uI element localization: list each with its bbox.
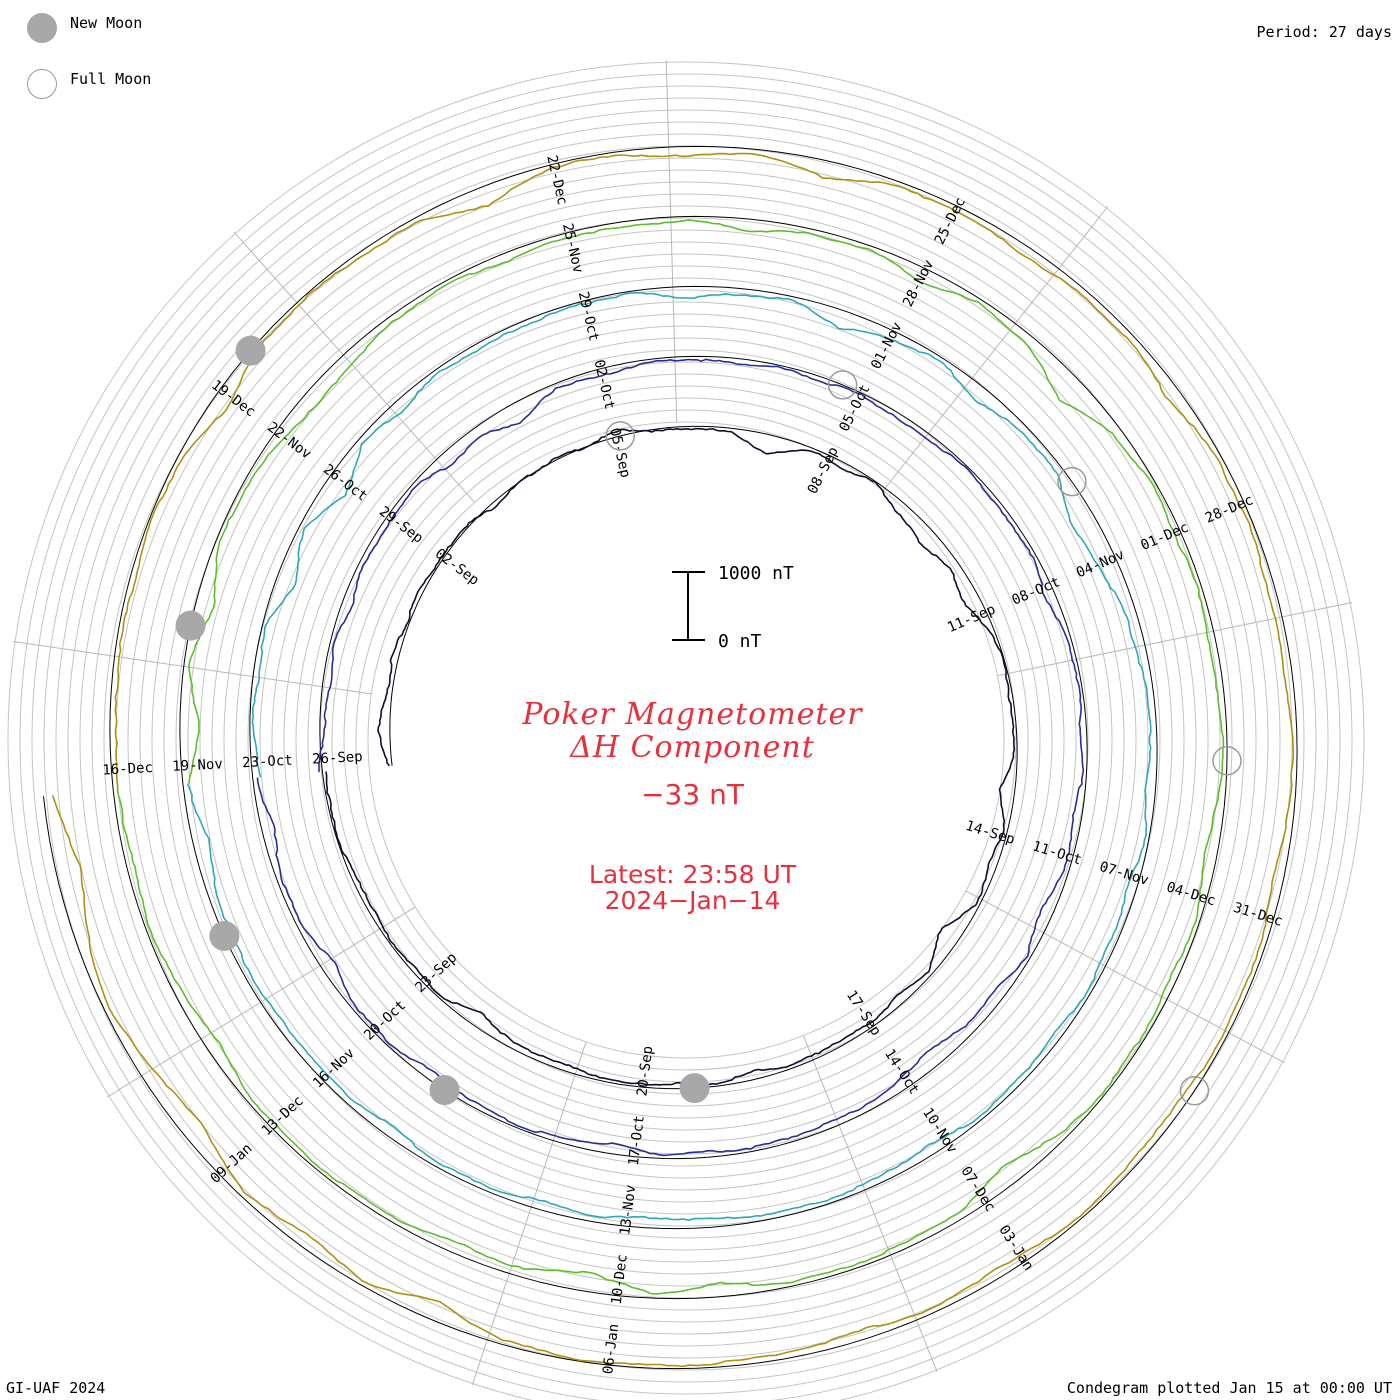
new-moon-legend-icon — [27, 13, 57, 43]
date-label: 01-Dec — [1138, 519, 1191, 553]
new-moon-legend-label: New Moon — [70, 14, 143, 32]
date-label: 26-Sep — [312, 749, 363, 768]
latest-date: 2024−Jan−14 — [604, 886, 781, 915]
date-label: 11-Sep — [945, 602, 998, 636]
date-label: 13-Nov — [617, 1184, 639, 1236]
grid-ring — [31, 85, 1341, 1395]
series-line — [186, 291, 1152, 1222]
date-label: 06-Jan — [600, 1323, 622, 1375]
date-label: 08-Sep — [805, 444, 842, 496]
date-label: 08-Oct — [1010, 574, 1063, 608]
grid-ring — [67, 121, 1305, 1359]
date-label: 02-Oct — [590, 358, 617, 411]
moon-markers — [175, 335, 1242, 1106]
radial-spoke — [997, 602, 1353, 677]
chart-subtitle: ΔH Component — [570, 730, 815, 765]
date-label: 14-Sep — [964, 818, 1017, 848]
date-label: 07-Dec — [957, 1164, 998, 1215]
grid-ring — [163, 217, 1209, 1263]
new-moon-marker — [429, 1074, 460, 1105]
latest-time: Latest: 23:58 UT — [588, 860, 797, 889]
grid-ring — [7, 61, 1365, 1400]
radial-spoke — [471, 1041, 587, 1386]
full-moon-marker — [605, 421, 636, 451]
full-moon-marker — [1057, 466, 1087, 497]
baseline-spiral — [43, 145, 1298, 1370]
date-label: 19-Nov — [172, 756, 223, 775]
series-line — [116, 219, 1225, 1295]
full-moon-legend-label: Full Moon — [70, 70, 152, 88]
radial-spoke — [882, 206, 1109, 491]
date-label: 16-Dec — [102, 760, 153, 779]
date-label: 23-Oct — [242, 753, 293, 772]
new-moon-marker — [235, 335, 266, 366]
grid-ring — [259, 313, 1113, 1167]
grid-ring — [355, 409, 1017, 1071]
grid-ring — [247, 301, 1125, 1179]
baseline-line — [43, 145, 1298, 1370]
series-line — [325, 427, 1016, 1086]
series-line — [256, 358, 1085, 1157]
date-label: 20-Sep — [634, 1045, 656, 1097]
radial-spoke — [233, 231, 475, 503]
grid-ring — [91, 145, 1281, 1335]
grid-ring — [211, 265, 1161, 1215]
grid-ring — [283, 337, 1089, 1143]
grid-ring — [175, 229, 1197, 1251]
full-moon-legend-icon — [27, 69, 57, 99]
grid-ring — [367, 421, 1005, 1059]
scale-top-label: 1000 nT — [718, 563, 794, 584]
grid-ring — [187, 241, 1185, 1239]
grid-ring — [55, 109, 1317, 1371]
series-line — [51, 152, 1295, 1368]
full-moon-marker — [827, 370, 858, 400]
date-label: 05-Sep — [606, 426, 633, 479]
grid-ring — [223, 277, 1149, 1203]
new-moon-marker — [209, 920, 240, 951]
date-label: 22-Nov — [264, 419, 314, 462]
date-label: 02-Sep — [432, 546, 482, 589]
grid-ring — [43, 97, 1329, 1383]
grid-ring — [151, 205, 1221, 1275]
date-label: 26-Oct — [320, 461, 370, 504]
grid-ring — [307, 361, 1065, 1119]
full-moon-marker — [1212, 746, 1242, 776]
date-label: 17-Oct — [626, 1114, 648, 1166]
data-series — [51, 152, 1295, 1368]
date-label: 28-Nov — [900, 257, 937, 309]
radial-spoke — [106, 906, 416, 1098]
full-moon-marker — [1179, 1076, 1210, 1106]
date-label: 16-Nov — [310, 1045, 358, 1091]
radial-spoke — [665, 60, 678, 423]
new-moon-marker — [175, 610, 206, 641]
radial-spoke — [965, 890, 1285, 1064]
grid-ring — [295, 349, 1077, 1131]
scale-bottom-label: 0 nT — [718, 631, 762, 652]
grid-ring — [139, 193, 1233, 1287]
new-moon-marker — [679, 1073, 710, 1104]
grid-ring — [235, 289, 1137, 1191]
grid-ring — [199, 253, 1173, 1227]
grid-ring — [103, 157, 1269, 1323]
chart-title: Poker Magnetometer — [522, 697, 863, 732]
period-label: Period: 27 days — [1256, 23, 1392, 41]
credit-label: GI-UAF 2024 — [6, 1379, 106, 1397]
date-label: 10-Dec — [609, 1253, 631, 1305]
radial-spoke — [13, 640, 372, 695]
plotted-label: Condegram plotted Jan 15 at 00:00 UT — [1066, 1379, 1392, 1397]
scale-bar — [672, 571, 705, 641]
current-value: −33 nT — [641, 778, 744, 811]
grid-ring — [19, 73, 1353, 1400]
